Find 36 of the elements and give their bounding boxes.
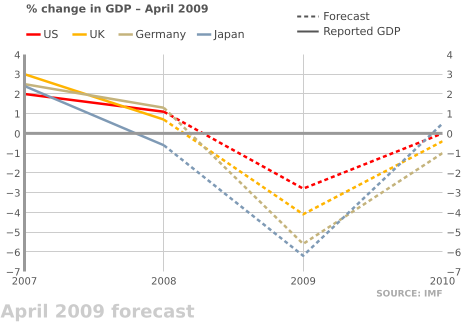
y-tick-label: −7 bbox=[6, 268, 21, 278]
chart-title: % change in GDP – April 2009 bbox=[26, 2, 209, 16]
text: Forecast bbox=[323, 10, 370, 23]
y2-tick-label: 0 bbox=[446, 129, 453, 140]
text: Reported GDP bbox=[323, 25, 401, 38]
legend-label: Japan bbox=[212, 28, 245, 41]
y2-tick-label: −6 bbox=[446, 248, 462, 259]
y2-tick-label: 4 bbox=[446, 50, 453, 62]
legend-label: UK bbox=[89, 28, 106, 41]
y2-tick-label: −2 bbox=[446, 168, 462, 180]
y2-tick-label: −1 bbox=[446, 149, 462, 160]
legend-label: Germany bbox=[136, 28, 187, 41]
y-tick-label: −2 bbox=[6, 168, 21, 180]
y2-tick-label: −4 bbox=[446, 208, 462, 220]
y2-tick-label: −3 bbox=[446, 188, 462, 200]
legend-label: US bbox=[43, 28, 58, 41]
y-tick-label: −1 bbox=[6, 149, 21, 160]
y2-tick-label: 3 bbox=[446, 70, 453, 82]
x-tick-label: 2009 bbox=[290, 276, 316, 288]
y-tick-label: −5 bbox=[6, 228, 21, 240]
y-tick-label: 4 bbox=[14, 50, 21, 62]
y-tick-label: −6 bbox=[6, 248, 21, 259]
y-tick-label: −4 bbox=[6, 208, 21, 220]
y-tick-label: 3 bbox=[14, 70, 21, 82]
y-tick-label: −3 bbox=[6, 188, 21, 200]
source-note: SOURCE: IMF bbox=[376, 290, 443, 300]
x-tick-label: 2007 bbox=[12, 276, 38, 288]
y2-tick-label: 2 bbox=[446, 90, 453, 101]
y-tick-label: 2 bbox=[14, 90, 21, 101]
y-tick-label: 1 bbox=[14, 110, 21, 121]
y2-tick-label: −5 bbox=[446, 228, 462, 240]
y2-tick-label: 1 bbox=[446, 110, 453, 121]
y-tick-label: 0 bbox=[14, 129, 21, 140]
y2-tick-label: −7 bbox=[446, 268, 462, 278]
x-tick-label: 2008 bbox=[151, 276, 177, 288]
x-tick-label: 2010 bbox=[430, 276, 456, 288]
